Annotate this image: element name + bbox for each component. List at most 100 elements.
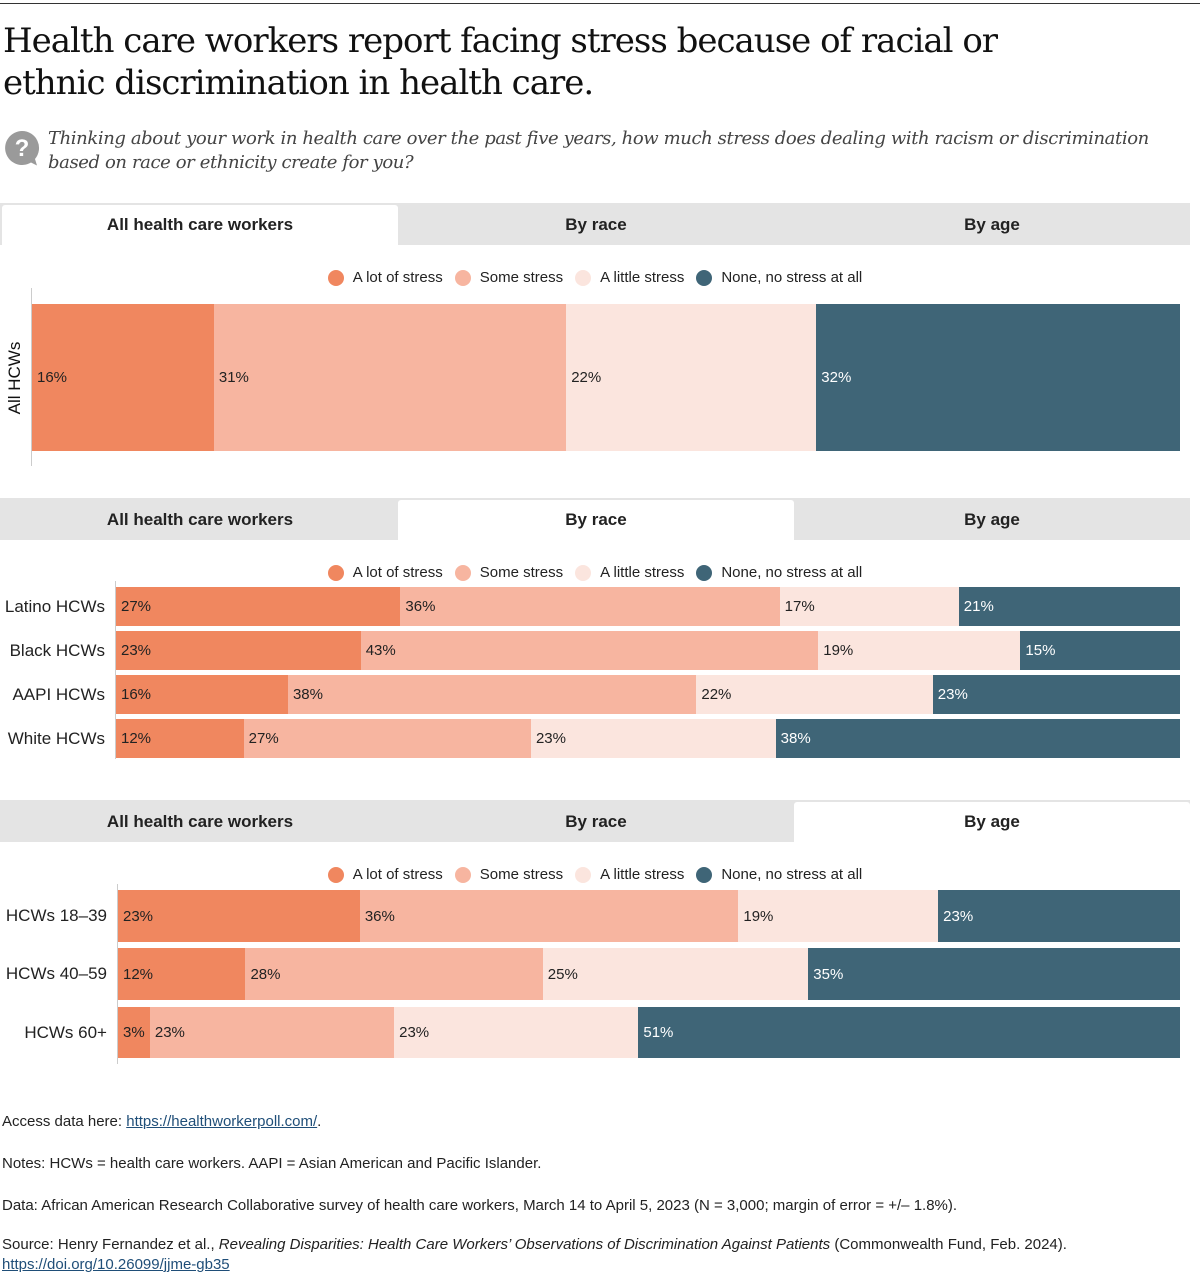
bar-segment: 19%	[738, 890, 939, 942]
tab-race[interactable]: By race	[565, 812, 627, 831]
question-bubble-icon: ?	[5, 130, 40, 166]
access-prefix: Access data here:	[2, 1113, 127, 1130]
tab-age[interactable]: By age	[964, 510, 1020, 529]
access-note: Access data here: https://healthworkerpo…	[2, 1112, 321, 1132]
legend-label: A lot of stress	[352, 269, 443, 286]
data-label: 43%	[365, 642, 396, 659]
legend-label: Some stress	[479, 866, 564, 883]
data-label: 23%	[121, 642, 152, 659]
tab-all[interactable]: All health care workers	[2, 205, 398, 245]
legend: A lot of stress Some stress A little stres…	[0, 564, 1190, 581]
source-note: Source: Henry Fernandez et al., Revealin…	[2, 1235, 1067, 1275]
data-label: 23%	[535, 730, 566, 747]
data-label: 23%	[123, 907, 154, 925]
data-label: 12%	[121, 730, 152, 747]
bar-segment: 17%	[779, 587, 959, 626]
bar-segment: 15%	[1020, 631, 1180, 670]
legend-swatch	[696, 564, 713, 581]
doi-link[interactable]: https://doi.org/10.26099/jjme-gb35	[2, 1256, 230, 1273]
data-label: 21%	[963, 598, 994, 615]
legend-item: A little stress	[575, 564, 684, 581]
legend-swatch	[327, 866, 344, 883]
legend-label: A lot of stress	[352, 564, 443, 581]
survey-question: Thinking about your work in health care …	[48, 128, 1149, 173]
source-suffix: (Commonwealth Fund, Feb. 2024).	[830, 1236, 1067, 1253]
tab-bar: All health care workers By race By age	[0, 203, 1190, 245]
legend-label: Some stress	[479, 269, 564, 286]
tab-age[interactable]: By age	[964, 215, 1020, 234]
data-label: 38%	[292, 686, 323, 703]
data-label: 22%	[571, 369, 602, 386]
access-link[interactable]: https://healthworkerpoll.com/	[126, 1113, 318, 1130]
bar-segment: 38%	[287, 675, 697, 714]
legend-swatch	[454, 866, 471, 883]
bar-segment: 22%	[566, 304, 817, 451]
bar-segment: 32%	[816, 304, 1180, 451]
legend: A lot of stress Some stress A little stres…	[0, 269, 1190, 286]
top-rule	[0, 3, 1200, 4]
bar-segment: 23%	[149, 1007, 395, 1058]
tab-all[interactable]: All health care workers	[106, 812, 294, 831]
data-label: 15%	[1025, 642, 1056, 659]
row-label: AAPI HCWs	[12, 684, 105, 704]
tab-age[interactable]: By age	[794, 802, 1190, 842]
bar-segment: 23%	[394, 1007, 639, 1058]
data-label: 23%	[154, 1024, 185, 1041]
legend-item: A lot of stress	[327, 564, 443, 581]
tab-all[interactable]: All health care workers	[106, 510, 294, 529]
svg-text:?: ?	[15, 135, 30, 162]
data-label: 12%	[123, 965, 154, 983]
legend-label: None, no stress at all	[721, 866, 863, 883]
legend-label: A lot of stress	[352, 866, 443, 883]
legend-item: A lot of stress	[327, 866, 443, 883]
notes: Notes: HCWs = health care workers. AAPI …	[2, 1155, 542, 1172]
bar-segment: 23%	[938, 890, 1180, 942]
legend-item: A lot of stress	[327, 269, 443, 286]
data-label: 23%	[399, 1024, 430, 1041]
legend-item: Some stress	[454, 269, 564, 286]
y-axis-line	[31, 288, 32, 466]
legend: A lot of stress Some stress A little stres…	[0, 866, 1190, 883]
bar-segment: 43%	[360, 631, 819, 670]
data-label: 27%	[248, 730, 279, 747]
row-label: White HCWs	[7, 728, 105, 748]
data-label: 19%	[823, 642, 854, 659]
data-label: 22%	[701, 686, 732, 703]
tab-bar: All health care workers By race By age	[0, 498, 1190, 540]
row-label: HCWs 60+	[24, 1022, 107, 1042]
data-label: 36%	[364, 907, 395, 925]
tab-race[interactable]: By race	[398, 500, 794, 540]
chart-panel-1: All health care workers By race By age A lo…	[0, 203, 1190, 503]
access-suffix: .	[317, 1113, 322, 1130]
source-prefix: Source: Henry Fernandez et al.,	[2, 1236, 219, 1253]
legend-label: Some stress	[479, 564, 564, 581]
bar-segment: 31%	[213, 304, 567, 451]
row-label: HCWs 40–59	[5, 964, 107, 983]
data-label: 25%	[547, 965, 578, 983]
legend-swatch	[327, 269, 344, 286]
tab-race[interactable]: By race	[565, 215, 627, 234]
data-label: 27%	[121, 598, 152, 615]
tab-bar: All health care workers By race By age	[0, 800, 1190, 842]
legend-item: Some stress	[454, 564, 564, 581]
data-label: 16%	[121, 686, 152, 703]
source-title: Revealing Disparities: Health Care Worke…	[218, 1236, 831, 1253]
y-axis-line	[115, 581, 116, 759]
bar-segment: 12%	[118, 948, 246, 1000]
legend-swatch	[575, 564, 592, 581]
data-label: 28%	[250, 965, 281, 983]
data-label: 23%	[937, 686, 968, 703]
legend-swatch	[454, 269, 471, 286]
bar-segment: 23%	[116, 631, 361, 670]
data-label: 17%	[784, 598, 815, 615]
legend-swatch	[696, 866, 713, 883]
data-label: 3%	[123, 1024, 145, 1041]
data-label: 31%	[218, 369, 249, 386]
legend-label: None, no stress at all	[721, 564, 863, 581]
bar-segment: 12%	[116, 719, 244, 758]
data-note: Data: African American Research Collabor…	[2, 1197, 958, 1214]
chart-title: Health care workers report facing stress…	[3, 21, 998, 103]
data-label: 23%	[943, 907, 974, 925]
legend-swatch	[696, 269, 713, 286]
bar-segment: 23%	[530, 719, 776, 758]
